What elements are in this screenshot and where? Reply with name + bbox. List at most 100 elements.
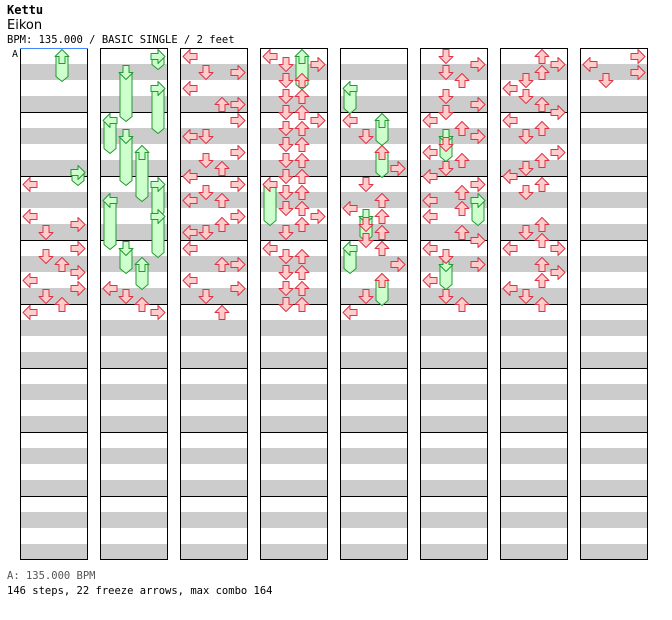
chart-column (340, 48, 408, 560)
down-arrow-icon (278, 265, 294, 280)
right-arrow-icon (630, 65, 646, 80)
freeze-head-icon (294, 49, 310, 64)
freeze-head-icon (150, 81, 166, 96)
beat-stripe (100, 448, 168, 464)
beat-stripe (420, 224, 488, 240)
beat-stripe (340, 96, 408, 112)
down-arrow-icon (278, 73, 294, 88)
left-arrow-icon (182, 225, 198, 240)
down-arrow-icon (278, 169, 294, 184)
freeze-head-icon (134, 145, 150, 160)
freeze-head-icon (118, 241, 134, 256)
beat-stripe (260, 288, 328, 304)
down-arrow-icon (518, 89, 534, 104)
beat-stripe (420, 416, 488, 432)
right-arrow-icon (550, 57, 566, 72)
down-arrow-icon (198, 65, 214, 80)
beat-stripe (580, 128, 648, 144)
freeze-head-icon (342, 81, 358, 96)
down-arrow-icon (438, 89, 454, 104)
beat-stripe (180, 160, 248, 176)
up-arrow-icon (534, 49, 550, 64)
beat-stripe (500, 160, 568, 176)
beat-stripe (260, 480, 328, 496)
beat-stripe (180, 416, 248, 432)
right-arrow-icon (470, 97, 486, 112)
beat-stripe (580, 416, 648, 432)
beat-stripe (340, 224, 408, 240)
freeze-head-icon (342, 241, 358, 256)
right-arrow-icon (470, 129, 486, 144)
up-arrow-icon (294, 105, 310, 120)
chart-column (580, 48, 648, 560)
beat-stripe (260, 256, 328, 272)
up-arrow-icon (534, 65, 550, 80)
down-arrow-icon (438, 161, 454, 176)
right-arrow-icon (310, 113, 326, 128)
beat-stripe (500, 96, 568, 112)
down-arrow-icon (278, 249, 294, 264)
freeze-head-icon (150, 209, 166, 224)
up-arrow-icon (294, 297, 310, 312)
left-arrow-icon (102, 281, 118, 296)
up-arrow-icon (214, 217, 230, 232)
freeze-head-icon (118, 129, 134, 144)
down-arrow-icon (358, 129, 374, 144)
right-arrow-icon (70, 281, 86, 296)
right-arrow-icon (230, 177, 246, 192)
up-arrow-icon (294, 281, 310, 296)
freeze-arrow (134, 145, 150, 203)
left-arrow-icon (182, 169, 198, 184)
left-arrow-icon (422, 241, 438, 256)
up-arrow-icon (374, 273, 390, 288)
freeze-head-icon (150, 177, 166, 192)
left-arrow-icon (422, 193, 438, 208)
up-arrow-icon (294, 153, 310, 168)
beat-stripe (420, 160, 488, 176)
up-arrow-icon (54, 297, 70, 312)
up-arrow-icon (294, 265, 310, 280)
down-arrow-icon (438, 49, 454, 64)
left-arrow-icon (182, 273, 198, 288)
freeze-head-icon (54, 49, 70, 64)
left-arrow-icon (182, 49, 198, 64)
beat-stripe (260, 352, 328, 368)
left-arrow-icon (422, 145, 438, 160)
up-arrow-icon (454, 297, 470, 312)
beat-stripe (340, 64, 408, 80)
beat-stripe (260, 192, 328, 208)
beat-stripe (20, 544, 88, 560)
beat-stripe (500, 320, 568, 336)
down-arrow-icon (358, 289, 374, 304)
beat-stripe (260, 320, 328, 336)
down-arrow-icon (198, 225, 214, 240)
beat-stripe (260, 160, 328, 176)
down-arrow-icon (358, 217, 374, 232)
down-arrow-icon (438, 289, 454, 304)
left-arrow-icon (422, 113, 438, 128)
freeze-arrow (118, 241, 134, 275)
up-arrow-icon (294, 121, 310, 136)
up-arrow-icon (294, 201, 310, 216)
left-arrow-icon (22, 177, 38, 192)
column-border (180, 48, 248, 560)
down-arrow-icon (278, 137, 294, 152)
up-arrow-icon (294, 217, 310, 232)
down-arrow-icon (438, 105, 454, 120)
song-name: Eikon (7, 18, 43, 33)
beat-stripe (500, 512, 568, 528)
up-arrow-icon (454, 185, 470, 200)
right-arrow-icon (470, 233, 486, 248)
beat-stripe (500, 128, 568, 144)
beat-stripe (500, 480, 568, 496)
left-arrow-icon (582, 57, 598, 72)
down-arrow-icon (438, 249, 454, 264)
beat-stripe (580, 96, 648, 112)
beat-stripe (500, 256, 568, 272)
down-arrow-icon (38, 289, 54, 304)
beat-stripe (20, 96, 88, 112)
right-arrow-icon (470, 177, 486, 192)
left-arrow-icon (262, 177, 278, 192)
beat-stripe (340, 192, 408, 208)
up-arrow-icon (534, 273, 550, 288)
